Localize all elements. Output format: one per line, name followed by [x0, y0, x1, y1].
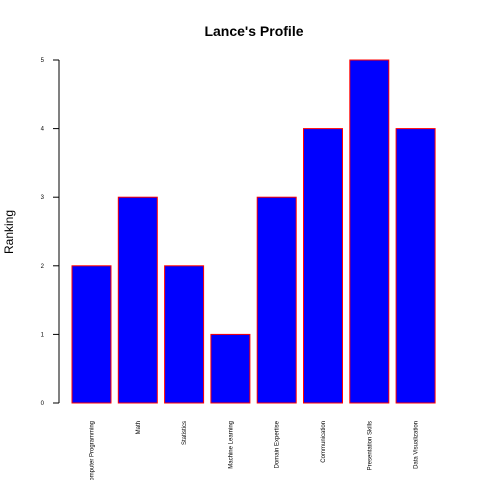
bars-group — [71, 59, 436, 404]
bar-5 — [303, 128, 343, 404]
y-tick-label-4: 4 — [41, 127, 45, 133]
chart-title: Lance's Profile — [204, 23, 303, 39]
y-tick-label-3: 3 — [41, 195, 45, 201]
category-label-4: Domain Expertise — [275, 420, 281, 468]
y-tick-label-0: 0 — [41, 401, 45, 407]
category-label-1: Math — [136, 421, 142, 434]
bar-1 — [117, 196, 158, 404]
y-tick-label-5: 5 — [41, 58, 45, 64]
bar-3 — [210, 333, 251, 404]
bar-6 — [349, 59, 390, 404]
y-axis: 0 1 2 3 4 5 — [41, 58, 60, 407]
y-axis-label: Ranking — [2, 210, 16, 254]
bar-7 — [395, 128, 436, 404]
category-label-3: Machine Learning — [228, 421, 234, 469]
bar-2 — [164, 265, 205, 404]
category-label-6: Presentation Skills — [367, 421, 373, 470]
bar-4 — [256, 196, 297, 404]
category-label-2: Statistics — [182, 421, 188, 445]
category-label-0: Computer Programming — [90, 421, 96, 480]
y-tick-label-2: 2 — [41, 264, 45, 270]
category-label-7: Data Visualization — [414, 421, 420, 469]
bar-0 — [71, 265, 112, 404]
category-label-5: Communication — [321, 421, 327, 463]
x-axis-labels: Computer Programming Math Statistics Machin… — [90, 420, 420, 480]
y-tick-label-1: 1 — [41, 332, 45, 338]
